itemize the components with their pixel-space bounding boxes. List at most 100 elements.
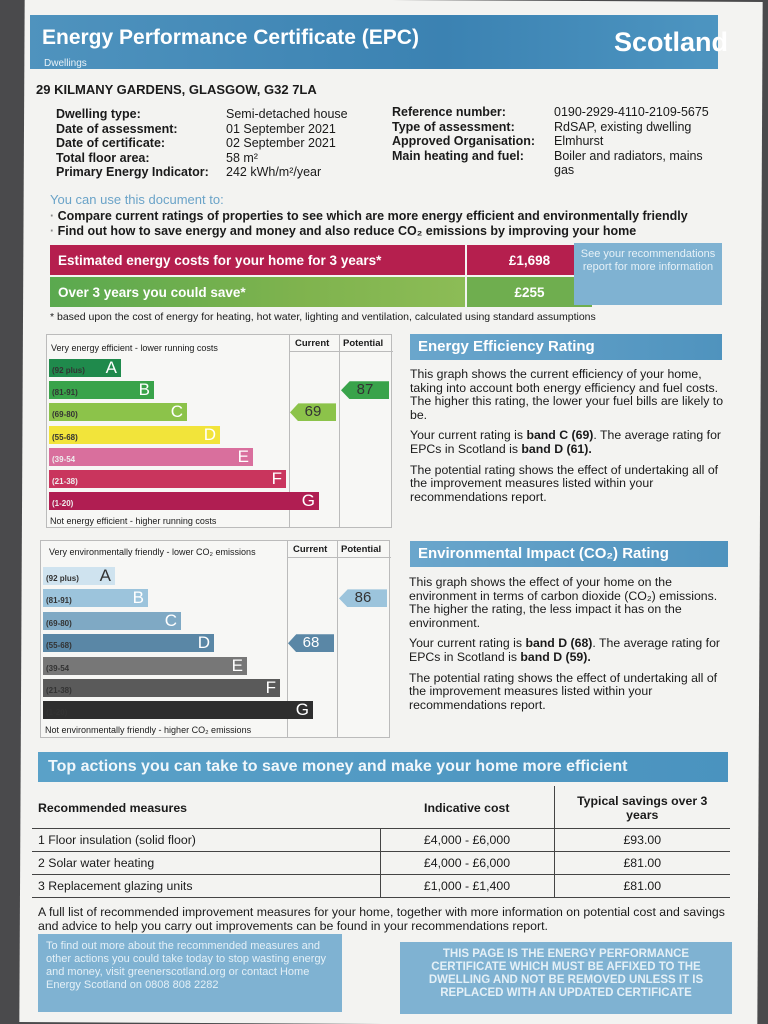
band-letter: B: [138, 380, 150, 400]
band-letter: A: [105, 358, 117, 377]
band-range-label: (39-54: [46, 663, 70, 673]
table-row: 3 Replacement glazing units £1,000 - £1,…: [32, 874, 730, 898]
rating-band-f: (21-38) F: [43, 679, 280, 697]
band-letter: E: [231, 655, 243, 675]
column-header: Indicative cost: [424, 801, 510, 815]
detail-label: Approved Organisation:: [392, 134, 536, 148]
affix-notice-box: THIS PAGE IS THE ENERGY PERFORMANCE CERT…: [400, 942, 732, 1014]
measure-cell: 1 Floor insulation (solid floor): [32, 828, 380, 852]
measure-cell: 3 Replacement glazing units: [32, 874, 380, 898]
potential-column-header: Potential: [343, 338, 384, 349]
top-actions-heading: Top actions you can take to save money a…: [38, 752, 728, 782]
saving-cell: £81.00: [553, 874, 730, 898]
recommendations-note: A full list of recommended improvement m…: [38, 905, 725, 933]
band-range-label: (39-54: [52, 454, 76, 464]
band-letter: C: [164, 610, 177, 630]
band-letter: B: [132, 588, 144, 608]
band-letter: C: [170, 402, 183, 422]
chart-bottom-label: Not environmentally friendly - higher CO…: [45, 725, 252, 735]
column-header: Recommended measures: [38, 801, 187, 815]
detail-label: Date of certificate:: [56, 136, 166, 150]
band-range-label: (1-20): [46, 708, 68, 718]
saving-cell: £81.00: [553, 851, 730, 875]
column-header: Typical savings over 3 years: [553, 786, 730, 829]
detail-value: Elmhurst: [554, 134, 604, 148]
paragraph: The potential rating shows the effect of…: [410, 462, 719, 504]
environmental-impact-chart: Very environmentally friendly - lower CO…: [40, 540, 391, 738]
rating-band-e: (39-54 E: [43, 655, 247, 675]
bullet-2: · Find out how to save energy and money …: [50, 224, 637, 238]
detail-value: 0190-2929-4110-2109-5675: [554, 105, 709, 119]
detail-label: Date of assessment:: [56, 121, 178, 136]
rating-band-f: (21-38) F: [49, 470, 286, 488]
bullet-text: Find out how to save energy and money an…: [57, 224, 637, 238]
rating-band-b: (81-91) B: [49, 380, 154, 400]
paragraph: This graph shows the current efficiency …: [410, 367, 724, 422]
energy-efficiency-chart: Very energy efficient - lower running co…: [46, 334, 393, 528]
text: Your current rating is: [409, 636, 526, 651]
cost-cell: £1,000 - £1,400: [379, 874, 554, 898]
cost-footnote: * based upon the cost of energy for heat…: [50, 311, 596, 323]
current-column-header: Current: [293, 544, 328, 555]
rating-band-a: (92 plus) A: [43, 567, 115, 585]
band-range-label: (69-80): [52, 410, 78, 420]
current-column-header: Current: [295, 338, 330, 349]
detail-value: 02 September 2021: [226, 136, 336, 150]
see-recommendations-box: See your recommendations report for more…: [574, 243, 722, 305]
env-rating-description: This graph shows the effect of your home…: [409, 575, 729, 712]
band-range-label: (1-20): [52, 499, 74, 509]
table-row: 1 Floor insulation (solid floor) £4,000 …: [32, 828, 730, 852]
rating-band-c: (69-80) C: [43, 610, 181, 630]
current-band: band C (69): [526, 428, 594, 443]
cost-cell: £4,000 - £6,000: [379, 851, 554, 875]
band-letter: F: [271, 469, 282, 488]
detail-value: gas: [554, 163, 575, 177]
current-rating-arrow: 68: [288, 634, 334, 653]
detail-value: Boiler and radiators, mains: [554, 148, 703, 163]
band-letter: G: [295, 700, 309, 720]
bullet-text: Compare current ratings of properties to…: [57, 209, 688, 223]
detail-label: Primary Energy Indicator:: [56, 165, 209, 179]
band-range-label: (81-91): [52, 388, 78, 398]
rating-band-g: (1-20) G: [49, 492, 319, 511]
band-range-label: (92 plus): [52, 366, 85, 375]
details-right: Reference number: 0190-2929-4110-2109-567…: [392, 105, 732, 178]
band-range-label: (55-68): [52, 432, 78, 442]
energy-rating-description: This graph shows the current efficiency …: [410, 367, 728, 504]
band-letter: A: [99, 566, 111, 585]
detail-label: Type of assessment:: [392, 119, 515, 134]
page-subtitle: Dwellings: [44, 58, 87, 69]
band-range-label: (21-38): [52, 477, 78, 486]
potential-column-header: Potential: [341, 544, 382, 555]
average-band: band D (59).: [520, 649, 591, 664]
average-band: band D (61).: [521, 441, 592, 456]
band-range-label: (92 plus): [46, 574, 79, 583]
paragraph: This graph shows the effect of your home…: [409, 575, 718, 630]
text: Your current rating is: [410, 428, 527, 443]
header-banner: [30, 15, 718, 69]
energy-rating-heading: Energy Efficiency Rating: [410, 334, 722, 360]
rating-band-g: (1-20) G: [43, 700, 313, 720]
band-letter: F: [265, 678, 276, 697]
band-letter: E: [237, 446, 249, 466]
rating-band-e: (39-54 E: [49, 446, 253, 466]
detail-value: 58 m²: [226, 150, 258, 165]
potential-rating-arrow: 87: [341, 381, 389, 400]
measure-cell: 2 Solar water heating: [32, 851, 380, 875]
saving-cell: £93.00: [553, 828, 730, 852]
region-label: Scotland: [613, 27, 728, 57]
detail-value: 242 kWh/m²/year: [226, 165, 322, 179]
band-letter: D: [203, 424, 216, 444]
detail-label: Total floor area:: [56, 150, 150, 165]
detail-label: Reference number:: [392, 105, 506, 119]
table-header-row: Recommended measures Indicative cost Typ…: [32, 786, 730, 829]
rating-band-a: (92 plus) A: [49, 359, 121, 377]
paragraph: The potential rating shows the effect of…: [409, 670, 718, 712]
potential-rating-arrow: 86: [339, 589, 387, 608]
savings-value: £255: [467, 277, 592, 307]
find-out-more-box: To find out more about the recommended m…: [38, 934, 342, 1012]
savings-label: Over 3 years you could save*: [50, 277, 465, 307]
use-document-heading: You can use this document to:: [50, 192, 224, 207]
detail-value: RdSAP, existing dwelling: [554, 119, 692, 134]
details-left: Dwelling type: Semi-detached house Date o…: [56, 107, 386, 180]
